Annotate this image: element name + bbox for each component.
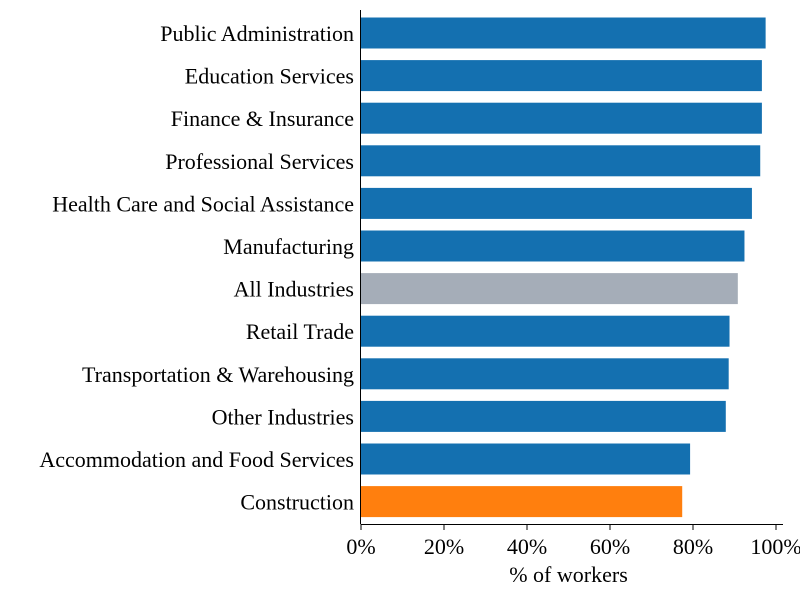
category-label: Manufacturing (223, 234, 354, 259)
category-label: All Industries (234, 277, 354, 302)
bar-manufacturing (361, 230, 745, 262)
x-tick-label: 100% (750, 534, 800, 559)
x-tick-label: 80% (673, 534, 713, 559)
bar-professional-services (361, 145, 761, 177)
bar-accommodation-and-food-services (361, 443, 691, 475)
category-label: Finance & Insurance (171, 106, 354, 131)
x-tick-label: 20% (424, 534, 464, 559)
bar-all-industries (361, 273, 738, 305)
bar-construction (361, 486, 683, 518)
bar-health-care-and-social-assistance (361, 187, 752, 219)
x-tick-label: 60% (590, 534, 630, 559)
bar-public-administration (361, 17, 766, 49)
category-label: Transportation & Warehousing (82, 362, 354, 387)
category-label: Professional Services (165, 149, 354, 174)
bar-transportation-warehousing (361, 358, 729, 390)
x-tick-label: 0% (346, 534, 375, 559)
bar-other-industries (361, 400, 726, 432)
category-label: Education Services (185, 64, 354, 89)
category-label: Other Industries (212, 404, 354, 429)
category-label: Accommodation and Food Services (39, 447, 354, 472)
category-label: Health Care and Social Assistance (52, 191, 354, 216)
bar-finance-insurance (361, 102, 762, 134)
x-axis-title: % of workers (509, 562, 628, 587)
category-label: Public Administration (160, 21, 354, 46)
category-label: Construction (240, 490, 354, 515)
bar-education-services (361, 60, 762, 92)
bar-retail-trade (361, 315, 730, 347)
x-tick-label: 40% (507, 534, 547, 559)
x-axis-ticks: 0% 20% 40% 60% 80% 100% (346, 524, 800, 559)
category-labels: Public Administration Education Services F… (39, 21, 354, 515)
bars-group (361, 17, 766, 518)
category-label: Retail Trade (246, 319, 354, 344)
